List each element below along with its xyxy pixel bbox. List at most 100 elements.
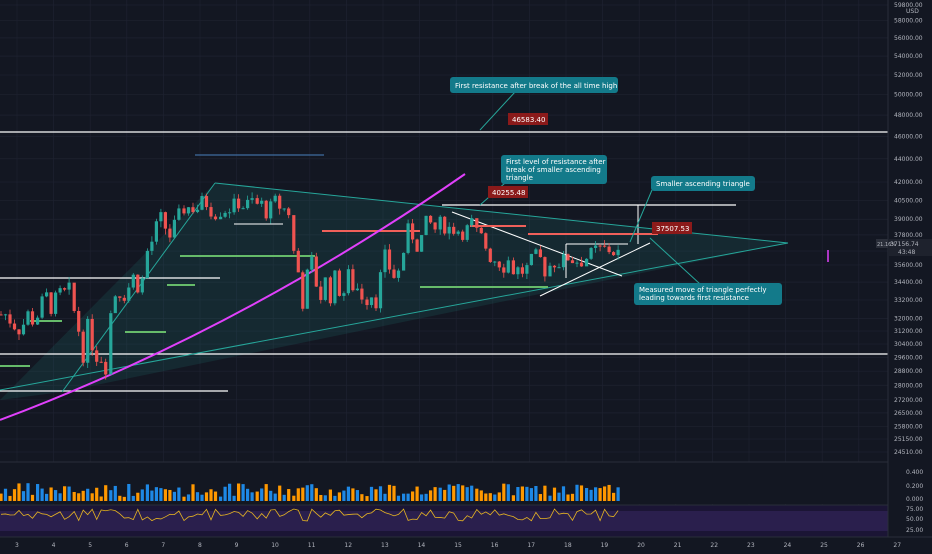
candle-body [58,288,62,293]
candle-body [213,216,218,220]
candle-body [360,288,364,300]
candle-body [378,272,383,309]
price-tick: 56000.00 [894,35,923,42]
price-tick: 44000.00 [894,156,923,163]
volume-bar [12,489,17,501]
volume-bar [177,487,181,501]
time-axis-ticks: 3 4 5 6 7 8 9 10 11 12 13 14 15 16 17 18 19 20 21 22 23 24 25 2… [15,542,901,549]
volume-bar [603,486,607,501]
price-tick: 39000.00 [894,216,923,223]
volume-bar [159,488,163,501]
grid-lines [0,0,896,537]
candle-body [140,278,144,293]
candle-body [529,253,533,266]
price-tick: 46000.00 [894,133,923,140]
time-tick: 9 [235,542,239,549]
callout-all-time-high[interactable]: First resistance after break of the all … [450,77,618,93]
candle-body [497,261,501,268]
price-tick: 26500.00 [894,410,923,417]
volume-bar [383,493,387,501]
callout-smaller-triangle[interactable]: Smaller ascending triangle [651,176,755,191]
candle-body [511,260,515,275]
big-triangle-fill [0,183,788,400]
callout-measured-move[interactable]: Measured move of triangle perfectly lead… [634,283,782,305]
candle-body [346,269,350,294]
volume-bar [443,489,447,501]
volume-bar [287,489,291,501]
volume-bar [26,483,30,501]
volume-bar [40,488,44,501]
candle-body [17,329,21,335]
candle-body [369,297,374,306]
time-tick: 12 [344,542,352,549]
volume-bar [305,485,309,501]
svg-text:37507.53: 37507.53 [656,225,689,233]
candle-body [8,314,12,324]
volume-bar [54,490,58,501]
candle-body [396,270,401,278]
candle-body [465,225,469,240]
pointer-4 [649,237,701,285]
time-tick: 26 [857,542,865,549]
candle-body [570,260,575,264]
price-tick: 30400.00 [894,341,923,348]
time-axis[interactable] [0,537,932,550]
candle-body [594,245,598,248]
candle-body [0,314,3,316]
volume-bar [594,487,598,501]
volume-bar [292,495,296,501]
candle-body [506,260,510,273]
candle-body [36,317,40,325]
price-axis[interactable] [888,0,932,550]
callout-2-text: First level of resistance after break of… [506,158,608,182]
volume-bar [250,492,254,501]
candle-body [40,296,44,318]
callout-1-text: First resistance after break of the all … [455,82,617,90]
price-tick: 33200.00 [894,297,923,304]
volume-bar [342,490,346,501]
price-tick: 52000.00 [894,72,923,79]
volume-bar [204,492,209,501]
volume-bar [387,484,392,501]
candle-body [131,274,135,288]
candle-body [598,245,602,247]
candle-body [411,223,415,240]
candle-body [191,207,195,213]
candle-body [516,267,520,275]
candle-body [273,195,277,202]
candle-body [534,249,538,254]
time-tick: 25 [820,542,828,549]
rsi-tick: 50.00 [906,516,923,523]
volume-bar [67,486,71,501]
downtrend-line [451,211,623,277]
price-tick: 29600.00 [894,354,923,361]
candle-body [566,254,570,261]
candle-body [424,215,428,236]
volume-bar [516,487,520,501]
volume-bar [607,484,611,501]
price-axis-ticks: 59800.00 58000.00 56000.00 54000.00 52000.00… [894,2,923,456]
volume-bar [104,485,108,501]
time-tick: 11 [308,542,316,549]
candle-body [319,286,323,300]
svg-text:21.16%: 21.16% [877,242,896,248]
callout-first-level[interactable]: First level of resistance after break of… [501,155,608,184]
currency-label: USD [906,8,919,15]
volume-bar [86,488,90,501]
candle-body [443,216,447,234]
volume-bar [566,494,570,501]
volume-bar [561,486,566,501]
volume-bar [506,484,510,501]
volume-bar [17,483,21,501]
candle-body [525,265,529,274]
candle-body [26,311,30,325]
price-tick: 59800.00 [894,2,923,9]
candle-body [429,215,433,223]
candle-body [250,198,254,200]
volume-bar [351,488,355,501]
volume-bar [45,493,49,501]
triangle-top-edge [214,182,789,244]
volume-bar [493,494,497,501]
